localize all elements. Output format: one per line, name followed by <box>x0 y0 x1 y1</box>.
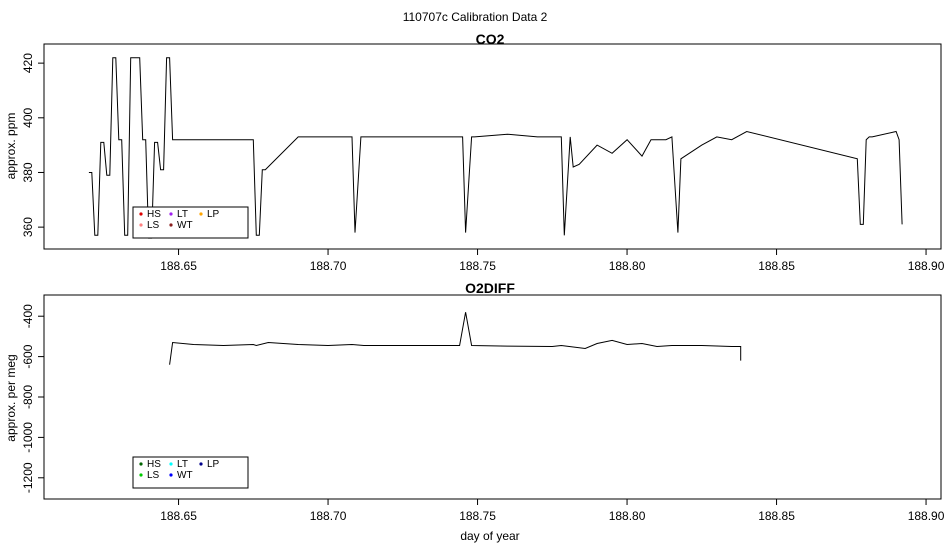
o2diff-axes: 188.65 188.70 188.75 188.80 188.85 188.90 -400… <box>21 304 945 523</box>
co2-series-line <box>88 57 903 239</box>
legend-label: LP <box>207 459 220 470</box>
legend-label: WT <box>177 470 193 481</box>
legend-marker <box>169 212 173 216</box>
legend-marker <box>169 223 173 227</box>
y-tick-label: 380 <box>21 162 35 182</box>
x-tick-label: 188.90 <box>908 259 945 273</box>
o2diff-ylabel: approx. per meg <box>4 354 18 441</box>
co2-marks <box>88 57 903 239</box>
co2-plot-frame <box>43 43 942 250</box>
legend-label: HS <box>147 459 161 470</box>
legend-label: LS <box>147 470 160 481</box>
o2diff-title: O2DIFF <box>465 280 515 296</box>
legend-marker <box>199 212 203 216</box>
y-tick-label: -600 <box>21 344 35 368</box>
legend-marker <box>139 212 143 216</box>
y-tick-label: 400 <box>21 107 35 127</box>
co2-legend: HS LT LP LS WT <box>132 206 249 239</box>
x-tick-label: 188.85 <box>758 259 795 273</box>
legend-label: LS <box>147 220 160 231</box>
y-tick-label: -1000 <box>21 422 35 453</box>
x-tick-label: 188.75 <box>459 509 496 523</box>
legend-label: HS <box>147 209 161 220</box>
o2diff-xlabel: day of year <box>460 529 519 543</box>
legend-marker <box>199 462 203 466</box>
x-tick-label: 188.80 <box>609 259 646 273</box>
co2-panel: CO2 approx. ppm 188.65 188.70 188.75 188.80… <box>4 31 945 273</box>
x-tick-label: 188.70 <box>310 509 347 523</box>
legend-marker <box>139 223 143 227</box>
x-tick-label: 188.75 <box>459 259 496 273</box>
y-tick-label: -400 <box>21 304 35 328</box>
legend-label: LP <box>207 209 220 220</box>
o2diff-legend: HS LT LP LS WT <box>132 456 249 489</box>
legend-box <box>132 206 249 239</box>
legend-label: LT <box>177 459 188 470</box>
y-tick-label: -1200 <box>21 462 35 493</box>
legend-marker <box>169 473 173 477</box>
co2-ylabel: approx. ppm <box>4 113 18 180</box>
y-tick-label: -800 <box>21 385 35 409</box>
o2diff-marks <box>169 312 742 365</box>
x-tick-label: 188.65 <box>160 509 197 523</box>
x-tick-label: 188.70 <box>310 259 347 273</box>
figure-suptitle: 110707c Calibration Data 2 <box>403 10 548 24</box>
x-tick-label: 188.85 <box>758 509 795 523</box>
x-tick-label: 188.90 <box>908 509 945 523</box>
x-tick-label: 188.80 <box>609 509 646 523</box>
legend-box <box>132 456 249 489</box>
legend-marker <box>169 462 173 466</box>
o2diff-series-line <box>169 312 742 365</box>
o2diff-panel: O2DIFF approx. per meg day of year 188.6… <box>4 280 945 543</box>
co2-title: CO2 <box>476 31 505 47</box>
legend-label: WT <box>177 220 193 231</box>
x-tick-label: 188.65 <box>160 259 197 273</box>
legend-marker <box>139 462 143 466</box>
legend-label: LT <box>177 209 188 220</box>
co2-axes: 188.65 188.70 188.75 188.80 188.85 188.90 360 3… <box>21 53 945 273</box>
y-tick-label: 360 <box>21 217 35 237</box>
y-tick-label: 420 <box>21 53 35 73</box>
legend-marker <box>139 473 143 477</box>
